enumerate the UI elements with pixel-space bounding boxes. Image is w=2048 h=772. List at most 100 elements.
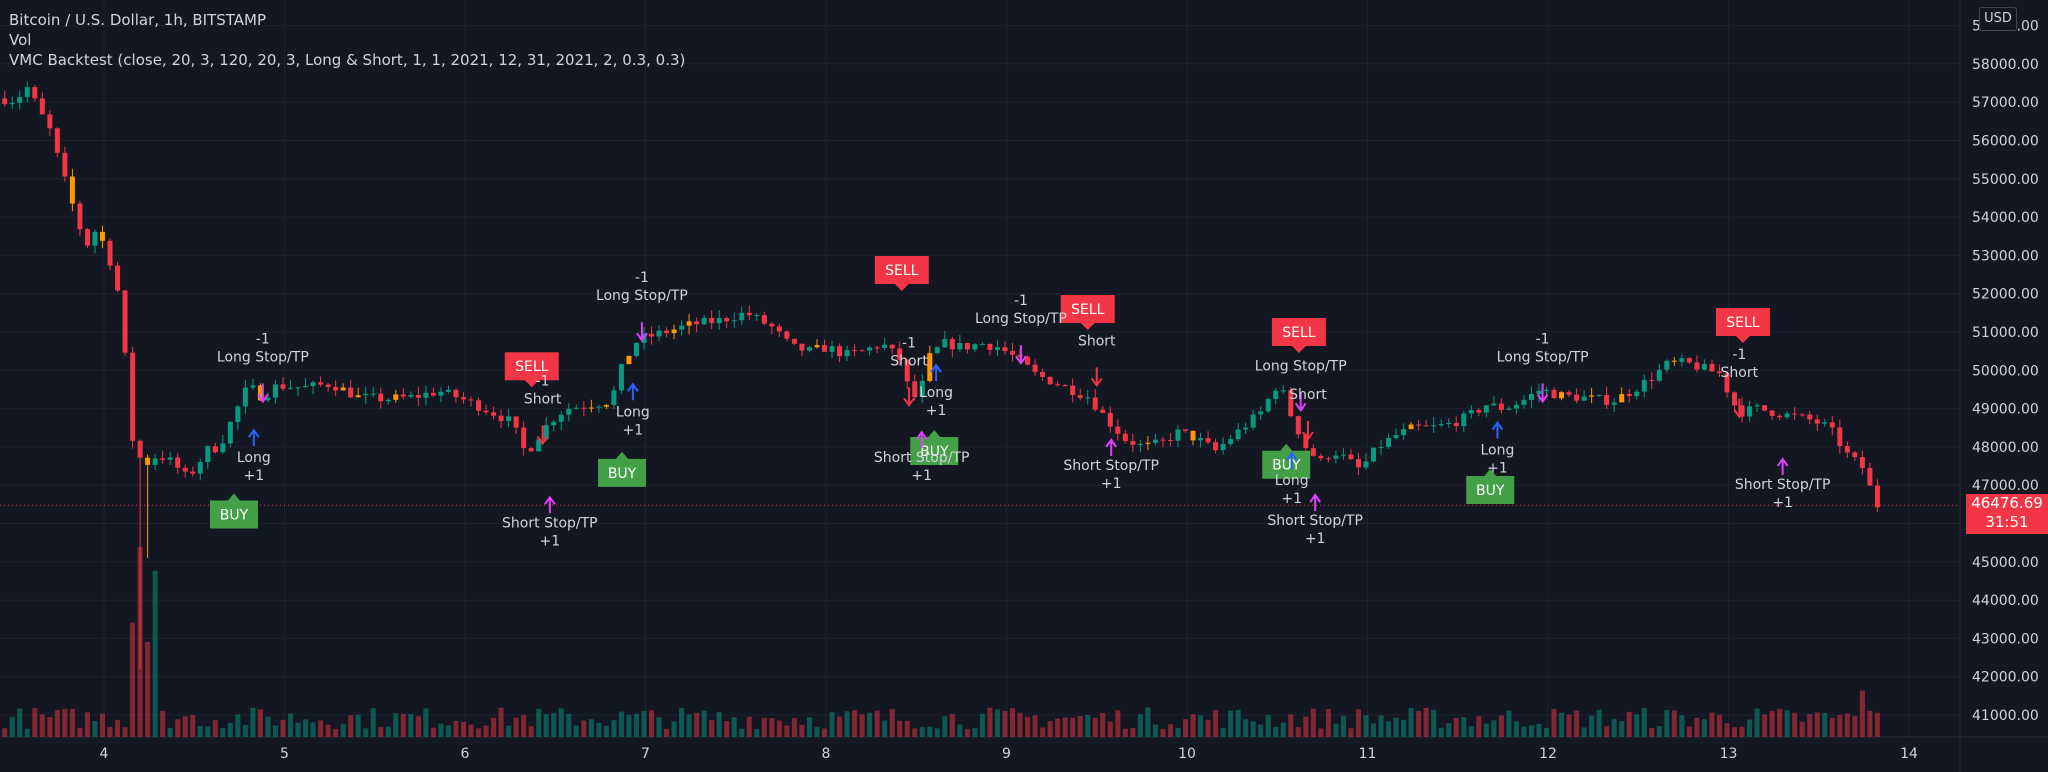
volume-bar: [1686, 726, 1692, 737]
candle-body: [1664, 360, 1670, 370]
candle-body: [1265, 398, 1271, 412]
volume-bar: [1047, 721, 1053, 737]
volume-bar: [1340, 715, 1346, 737]
candle-body: [882, 344, 888, 348]
volume-bar: [1619, 721, 1625, 737]
time-tick-label: 12: [1539, 746, 1557, 762]
candle-body: [1438, 424, 1444, 426]
volume-bar: [1807, 713, 1813, 737]
volume-bar: [701, 710, 707, 737]
volume-bar: [588, 719, 594, 737]
volume-bar: [1528, 725, 1534, 737]
volume-bar: [521, 715, 527, 737]
candle-body: [949, 339, 955, 350]
volume-bar: [1325, 709, 1331, 737]
volume-bar: [468, 724, 474, 737]
volume-indicator-label[interactable]: Vol: [9, 31, 32, 49]
volume-bar: [649, 710, 655, 737]
volume-bar: [641, 711, 647, 737]
bar-countdown: 31:51: [1985, 513, 2029, 532]
candle-body: [1596, 394, 1602, 396]
candle-body: [1446, 422, 1452, 425]
candle-body: [220, 443, 226, 453]
volume-bar: [506, 725, 512, 737]
price-tick-label: 43000.00: [1972, 631, 2039, 647]
volume-bar: [1777, 708, 1783, 737]
candle-body: [17, 97, 23, 103]
volume-bar: [295, 722, 301, 737]
volume-bar: [385, 726, 391, 737]
volume-bar: [867, 712, 873, 737]
volume-bar: [1055, 718, 1061, 737]
volume-bar: [806, 717, 812, 737]
volume-bar: [415, 716, 421, 737]
candle-body: [1371, 447, 1377, 462]
candle-body: [964, 342, 970, 350]
candle-body: [1393, 435, 1399, 438]
volume-bar: [1205, 719, 1211, 737]
symbol-title[interactable]: Bitcoin / U.S. Dollar, 1h, BITSTAMP: [9, 11, 267, 29]
candle-body: [679, 325, 685, 330]
volume-bar: [1243, 719, 1249, 737]
buy-label-box: [209, 493, 258, 529]
candle-body: [581, 407, 587, 409]
signal-arrow: [1105, 438, 1118, 456]
candle-body: [1837, 427, 1843, 446]
volume-bar: [438, 723, 444, 737]
signal-arrow: [248, 428, 260, 447]
candle-body: [1754, 405, 1760, 407]
candle-body: [1077, 395, 1083, 398]
candle-body: [175, 457, 181, 468]
candle-body: [1355, 459, 1361, 468]
candle-body: [1295, 416, 1301, 435]
candle-body: [844, 350, 850, 357]
candle-body: [1536, 390, 1542, 394]
volume-bar: [9, 716, 15, 737]
signal-arrow: [1090, 367, 1103, 388]
volume-bar: [536, 708, 542, 737]
candle-body: [1010, 351, 1016, 355]
volume-bar: [603, 725, 609, 737]
candle-body: [318, 382, 324, 385]
volume-bar: [934, 728, 940, 737]
volume-bar: [1032, 715, 1038, 737]
arrow-head: [1294, 402, 1307, 413]
signal-text: -1: [635, 270, 649, 286]
volume-bar: [1536, 723, 1542, 737]
candle-body: [829, 346, 835, 352]
currency-button[interactable]: USD: [1979, 7, 2017, 31]
volume-bar: [746, 716, 752, 737]
volume-bar: [1671, 710, 1677, 737]
candle-body: [1115, 426, 1121, 434]
candle-body: [1228, 439, 1234, 444]
candle-body: [1145, 442, 1151, 444]
candle-body: [776, 326, 782, 332]
volume-bar: [1694, 717, 1700, 737]
candle-body: [957, 342, 963, 350]
signal-arrow: [1491, 420, 1504, 439]
candle-body: [1423, 425, 1429, 427]
volume-bar: [1137, 714, 1143, 737]
volume-bar: [1649, 728, 1655, 737]
volume-bar: [1115, 710, 1121, 737]
candle-body: [769, 323, 775, 327]
candle-body: [303, 385, 309, 388]
volume-bar: [1732, 727, 1738, 737]
strategy-indicator-label[interactable]: VMC Backtest (close, 20, 3, 120, 20, 3, …: [9, 51, 686, 69]
candle-body: [145, 457, 151, 465]
candle-body: [1859, 457, 1865, 468]
arrow-head: [1285, 451, 1298, 461]
volume-bar: [227, 722, 233, 737]
candle-body: [1611, 402, 1617, 405]
volume-bar: [1716, 714, 1722, 737]
candle-body: [430, 392, 436, 396]
volume-bar: [882, 720, 888, 737]
candle-body: [1062, 385, 1068, 387]
candle-body: [205, 446, 211, 462]
arrow-head: [1090, 377, 1103, 388]
candle-body: [972, 344, 978, 350]
volume-bar: [1175, 728, 1181, 737]
volume-bar: [1190, 714, 1196, 737]
candle-body: [400, 394, 406, 397]
